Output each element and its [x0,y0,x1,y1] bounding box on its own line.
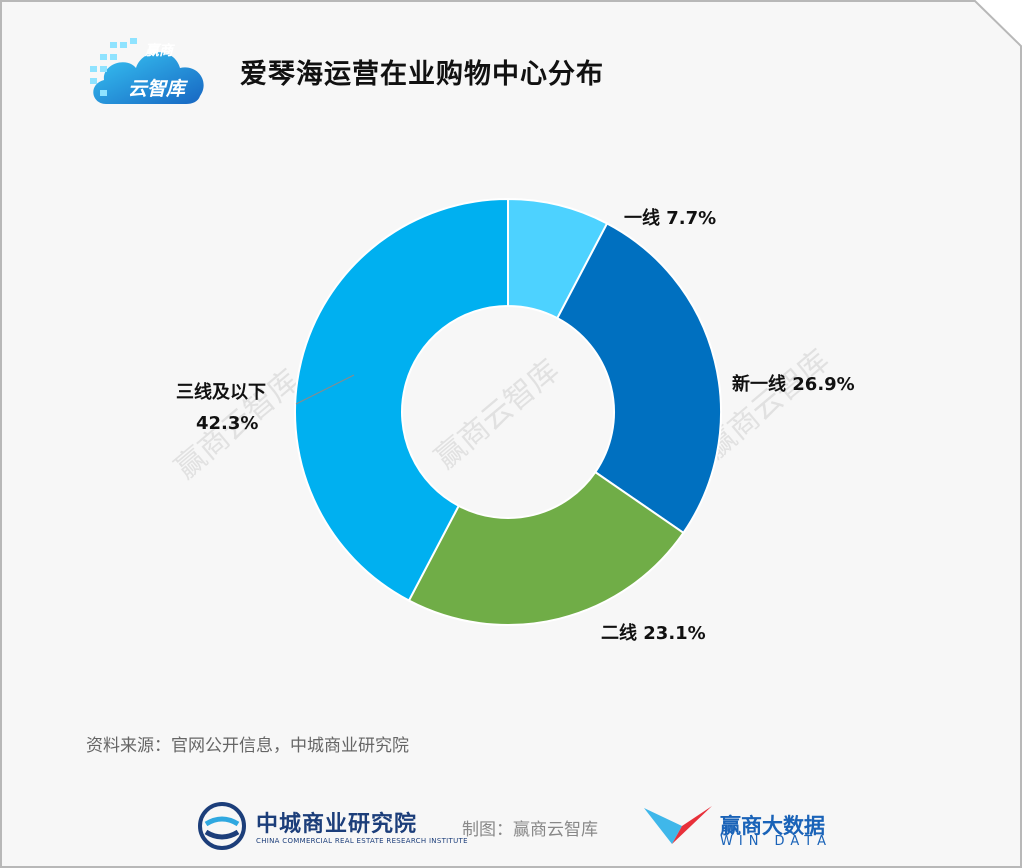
data-label-tier2: 二线 23.1% [601,623,706,644]
data-label-tier3-name: 三线及以下 [176,382,266,403]
data-label-tier1: 一线 7.7% [624,208,717,229]
cloud-logo-icon [90,38,204,104]
windata-emblem-icon [644,806,712,844]
zc-name: 中城商业研究院 [256,811,418,837]
chart-title: 爱琴海运营在业购物中心分布 [240,59,604,90]
zc-subtitle: CHINA COMMERCIAL REAL ESTATE RESEARCH IN… [256,837,468,845]
zc-emblem-icon [198,802,246,850]
data-label-tier3-value: 42.3% [196,413,259,434]
windata-name: 赢商大数据 [720,814,825,838]
windata-logo: 赢商大数据 WIN DATA [642,804,862,854]
data-label-new-tier1: 新一线 26.9% [732,374,855,395]
logo-text-bottom: 云智库 [128,78,186,100]
windata-subtitle: WIN DATA [720,834,833,849]
logo-text-top: 赢商 [145,43,173,59]
zc-logo: 中城商业研究院 CHINA COMMERCIAL REAL ESTATE RES… [196,800,468,850]
donut-slice-2 [407,470,685,626]
donut-slice-3 [294,197,509,602]
made-by: 制图：赢商云智库 [462,820,598,840]
leader-line [295,374,355,405]
source-note: 资料来源：官网公开信息，中城商业研究院 [86,736,409,756]
donut-slice-1 [555,222,722,535]
